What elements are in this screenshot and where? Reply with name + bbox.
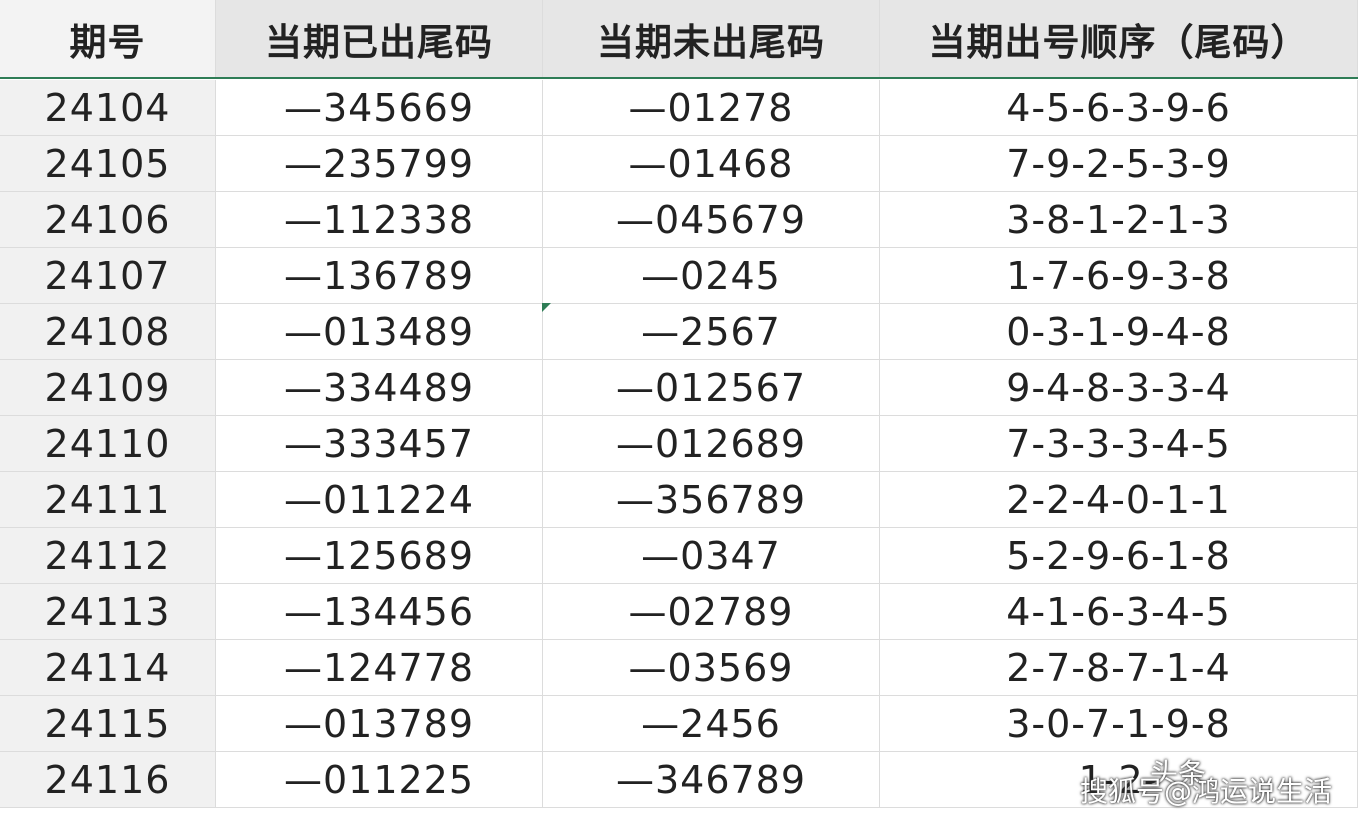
table-cell[interactable]: 3-8-1-2-1-3 — [880, 192, 1358, 248]
table-cell[interactable]: 24116 — [0, 752, 216, 808]
header-cell[interactable]: 当期出号顺序（尾码） — [880, 0, 1358, 79]
table-cell[interactable]: 4-1-6-3-4-5 — [880, 584, 1358, 640]
table-cell[interactable]: 2-2-4-0-1-1 — [880, 472, 1358, 528]
table-cell[interactable]: —356789 — [543, 472, 880, 528]
table-cell[interactable]: 24104 — [0, 80, 216, 136]
table-cell[interactable]: 7-3-3-3-4-5 — [880, 416, 1358, 472]
table-cell[interactable]: 24113 — [0, 584, 216, 640]
table-cell[interactable]: —01278 — [543, 80, 880, 136]
table-cell[interactable]: —03569 — [543, 640, 880, 696]
table-cell[interactable]: —346789 — [543, 752, 880, 808]
table-cell[interactable]: —0347 — [543, 528, 880, 584]
table-cell[interactable]: —0245 — [543, 248, 880, 304]
header-cell[interactable]: 当期未出尾码 — [543, 0, 880, 79]
table-cell[interactable]: —112338 — [216, 192, 543, 248]
table-cell[interactable]: —134456 — [216, 584, 543, 640]
table-cell[interactable]: 24108 — [0, 304, 216, 360]
table-cell[interactable]: 5-2-9-6-1-8 — [880, 528, 1358, 584]
watermark: 搜狐号@鸿运说生活 — [1080, 775, 1333, 808]
table-cell[interactable]: 24110 — [0, 416, 216, 472]
table-cell[interactable]: 9-4-8-3-3-4 — [880, 360, 1358, 416]
table-cell[interactable]: —2456 — [543, 696, 880, 752]
table-cell[interactable]: —011224 — [216, 472, 543, 528]
comment-indicator — [542, 303, 551, 312]
table-cell[interactable]: 1-2- — [880, 752, 1358, 808]
table-cell[interactable]: 4-5-6-3-9-6 — [880, 80, 1358, 136]
table-cell[interactable]: —013789 — [216, 696, 543, 752]
header-border — [0, 77, 1358, 79]
table-cell[interactable]: 0-3-1-9-4-8 — [880, 304, 1358, 360]
table-cell[interactable]: —235799 — [216, 136, 543, 192]
table-cell[interactable]: 1-7-6-9-3-8 — [880, 248, 1358, 304]
table-cell[interactable]: —334489 — [216, 360, 543, 416]
table-cell[interactable]: —012689 — [543, 416, 880, 472]
table-cell[interactable]: 3-0-7-1-9-8 — [880, 696, 1358, 752]
table-cell[interactable]: 24109 — [0, 360, 216, 416]
table-cell[interactable]: —136789 — [216, 248, 543, 304]
table-cell[interactable]: —011225 — [216, 752, 543, 808]
header-cell[interactable]: 期号 — [0, 0, 216, 79]
table-cell[interactable]: 24111 — [0, 472, 216, 528]
table-cell[interactable]: —2567 — [543, 304, 880, 360]
table-cell[interactable]: —013489 — [216, 304, 543, 360]
table-cell[interactable]: —333457 — [216, 416, 543, 472]
table-cell[interactable]: —045679 — [543, 192, 880, 248]
table-cell[interactable]: 7-9-2-5-3-9 — [880, 136, 1358, 192]
table-cell[interactable]: —345669 — [216, 80, 543, 136]
header-cell[interactable]: 当期已出尾码 — [216, 0, 543, 79]
table-cell[interactable]: —124778 — [216, 640, 543, 696]
table-cell[interactable]: 24112 — [0, 528, 216, 584]
table-cell[interactable]: —02789 — [543, 584, 880, 640]
table-cell[interactable]: 2-7-8-7-1-4 — [880, 640, 1358, 696]
table-cell[interactable]: —012567 — [543, 360, 880, 416]
table-cell[interactable]: 24106 — [0, 192, 216, 248]
table-cell[interactable]: 24105 — [0, 136, 216, 192]
table-cell[interactable]: —01468 — [543, 136, 880, 192]
table-cell[interactable]: 24114 — [0, 640, 216, 696]
table-cell[interactable]: 24107 — [0, 248, 216, 304]
watermark: 头条 — [1150, 757, 1207, 790]
table-cell[interactable]: —125689 — [216, 528, 543, 584]
table-cell[interactable]: 24115 — [0, 696, 216, 752]
